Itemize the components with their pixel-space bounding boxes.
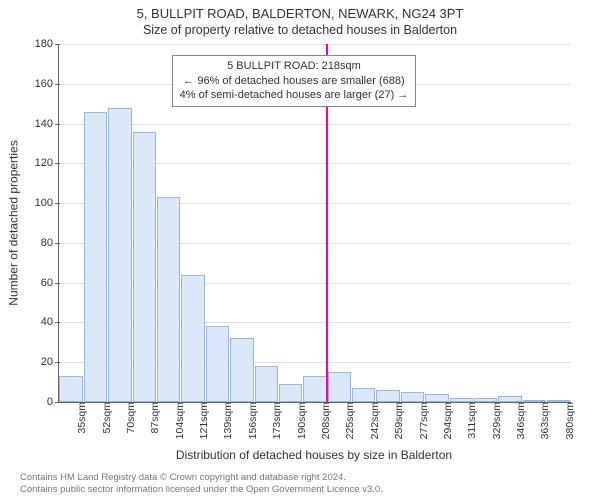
- y-tick-label: 100: [35, 197, 59, 209]
- histogram-bar: [547, 400, 570, 402]
- y-tick-label: 40: [41, 316, 59, 328]
- histogram-bar: [108, 108, 131, 402]
- histogram-bar: [206, 326, 229, 402]
- x-tick-label: 173sqm: [266, 402, 283, 439]
- x-tick-label: 329sqm: [486, 402, 503, 439]
- histogram-bar: [376, 390, 399, 402]
- x-tick-label: 311sqm: [461, 402, 478, 439]
- x-tick-label: 52sqm: [96, 402, 113, 434]
- y-axis-label: Number of detached properties: [6, 44, 22, 402]
- x-tick-label: 346sqm: [510, 402, 527, 439]
- y-tick-label: 140: [35, 118, 59, 130]
- x-tick-label: 139sqm: [217, 402, 234, 439]
- gridline: [59, 44, 571, 45]
- x-tick-label: 380sqm: [559, 402, 576, 439]
- annotation-line: 5 BULLPIT ROAD: 218sqm: [180, 59, 409, 74]
- x-tick-label: 277sqm: [413, 402, 430, 439]
- x-tick-label: 259sqm: [388, 402, 405, 439]
- annotation-box: 5 BULLPIT ROAD: 218sqm← 96% of detached …: [172, 55, 417, 108]
- histogram-bar: [401, 392, 424, 402]
- footer-line-2: Contains public sector information licen…: [20, 484, 594, 496]
- histogram-bar: [328, 372, 351, 402]
- x-axis-label: Distribution of detached houses by size …: [58, 448, 570, 462]
- y-tick-label: 120: [35, 157, 59, 169]
- histogram-bar: [157, 197, 180, 402]
- chart-container: 5, BULLPIT ROAD, BALDERTON, NEWARK, NG24…: [0, 0, 600, 500]
- x-tick-label: 121sqm: [193, 402, 210, 439]
- histogram-bar: [523, 400, 546, 402]
- histogram-bar: [303, 376, 326, 402]
- footer-attribution: Contains HM Land Registry data © Crown c…: [20, 472, 594, 496]
- histogram-bar: [230, 338, 253, 402]
- chart-title: 5, BULLPIT ROAD, BALDERTON, NEWARK, NG24…: [0, 0, 600, 23]
- x-tick-label: 242sqm: [364, 402, 381, 439]
- histogram-bar: [59, 376, 82, 402]
- y-tick-label: 160: [35, 78, 59, 90]
- chart-subtitle: Size of property relative to detached ho…: [0, 23, 600, 39]
- histogram-bar: [498, 396, 521, 402]
- x-tick-label: 70sqm: [120, 402, 137, 434]
- histogram-bar: [133, 132, 156, 402]
- annotation-line: ← 96% of detached houses are smaller (68…: [180, 74, 409, 89]
- x-tick-label: 87sqm: [144, 402, 161, 434]
- histogram-bar: [450, 398, 473, 402]
- x-tick-label: 104sqm: [169, 402, 186, 439]
- footer-line-1: Contains HM Land Registry data © Crown c…: [20, 472, 594, 484]
- plot-area: 02040608010012014016018035sqm52sqm70sqm8…: [58, 44, 571, 403]
- x-tick-label: 35sqm: [71, 402, 88, 434]
- x-tick-label: 363sqm: [534, 402, 551, 439]
- y-tick-label: 0: [47, 396, 59, 408]
- x-tick-label: 294sqm: [437, 402, 454, 439]
- histogram-bar: [352, 388, 375, 402]
- annotation-line: 4% of semi-detached houses are larger (2…: [180, 88, 409, 103]
- x-tick-label: 156sqm: [242, 402, 259, 439]
- histogram-bar: [474, 398, 497, 402]
- histogram-bar: [181, 275, 204, 402]
- histogram-bar: [84, 112, 107, 402]
- y-tick-label: 180: [35, 38, 59, 50]
- histogram-bar: [279, 384, 302, 402]
- y-tick-label: 20: [41, 356, 59, 368]
- y-tick-label: 80: [41, 237, 59, 249]
- x-tick-label: 225sqm: [339, 402, 356, 439]
- histogram-bar: [425, 394, 448, 402]
- y-tick-label: 60: [41, 277, 59, 289]
- x-tick-label: 190sqm: [291, 402, 308, 439]
- x-tick-label: 208sqm: [315, 402, 332, 439]
- gridline: [59, 124, 571, 125]
- histogram-bar: [255, 366, 278, 402]
